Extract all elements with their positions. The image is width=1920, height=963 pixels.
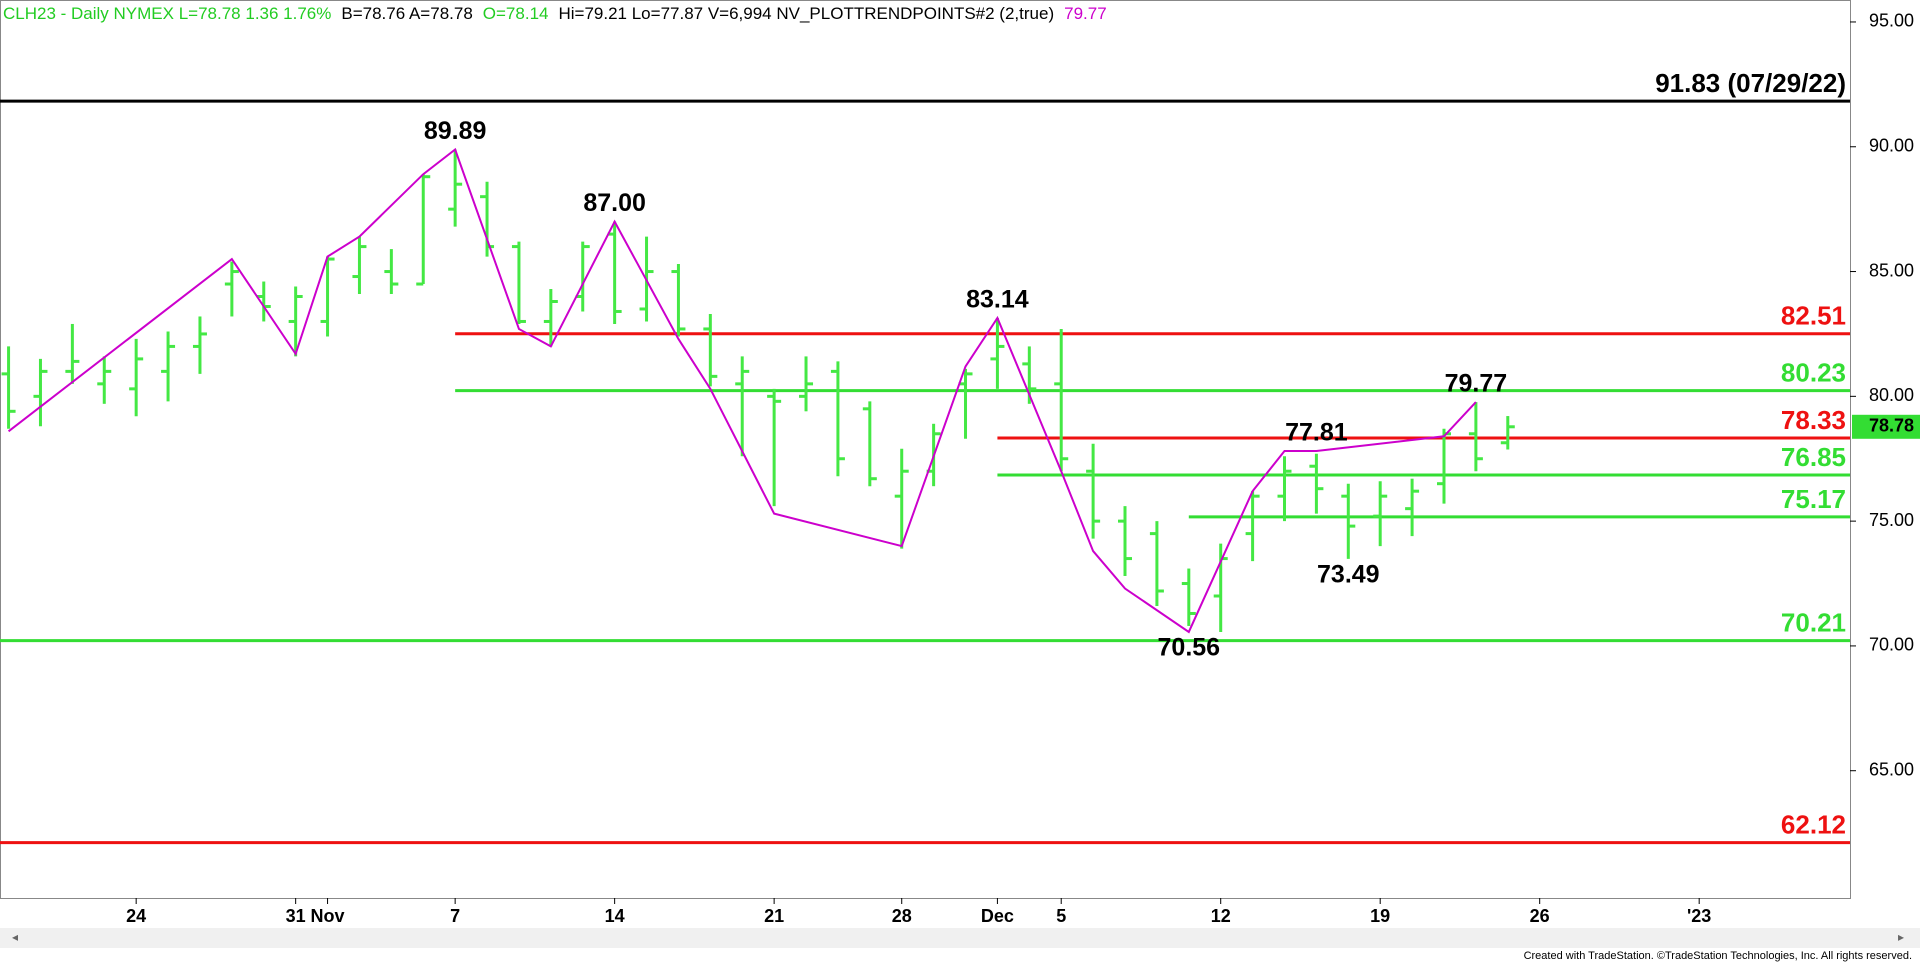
x-tick-label: 31 [286,906,306,926]
x-tick-label: 14 [605,906,625,926]
y-tick-label: 85.00 [1869,260,1914,280]
y-tick-label: 65.00 [1869,759,1914,779]
level-label: 82.51 [1781,301,1846,331]
scroll-left[interactable]: ◂ [12,930,18,944]
trend-line [7,147,1477,634]
x-tick-label: 19 [1370,906,1390,926]
x-tick-label: 28 [892,906,912,926]
x-tick-label: 24 [126,906,146,926]
pivot-label: 79.77 [1445,370,1508,398]
header-part: CLH23 - Daily NYMEX L=78.78 1.36 1.76% [3,4,331,23]
last-price-label: 78.78 [1869,416,1914,436]
pivot-label: 83.14 [966,286,1029,314]
level-label: 62.12 [1781,809,1846,839]
x-tick-label: '23 [1687,906,1711,926]
level-label: 91.83 (07/29/22) [1655,68,1846,98]
header-part: B=78.76 A=78.78 [341,4,472,23]
plot-frame [0,0,1851,899]
pivot-label: 73.49 [1317,560,1380,588]
x-tick-label: Nov [311,906,345,926]
scrollbar[interactable] [0,928,1920,948]
x-tick-label: 21 [764,906,784,926]
header-part: 79.77 [1064,4,1107,23]
last-price-box [1852,414,1920,439]
level-label: 76.85 [1781,442,1846,472]
x-tick-label: 7 [450,906,460,926]
y-tick-label: 95.00 [1869,11,1914,31]
header: CLH23 - Daily NYMEX L=78.78 1.36 1.76% B=… [3,4,1107,23]
pivot-label: 89.89 [424,117,487,145]
level-label: 78.33 [1781,405,1846,435]
pivot-label: 77.81 [1285,419,1348,447]
pivot-label: 87.00 [583,189,646,217]
level-label: 80.23 [1781,357,1846,387]
y-tick-label: 75.00 [1869,510,1914,530]
header-part: O=78.14 [483,4,549,23]
x-tick-label: 26 [1530,906,1550,926]
y-tick-label: 80.00 [1869,385,1914,405]
x-tick-label: Dec [981,906,1014,926]
scroll-right[interactable]: ▸ [1898,930,1904,944]
level-label: 70.21 [1781,608,1846,638]
x-tick-label: 12 [1211,906,1231,926]
header-part: Hi=79.21 Lo=77.87 V=6,994 NV_PLOTTRENDPO… [558,4,1054,23]
y-tick-label: 90.00 [1869,136,1914,156]
pivot-label: 70.56 [1158,634,1221,662]
level-label: 75.17 [1781,484,1846,514]
y-tick-label: 70.00 [1869,635,1914,655]
footer: Created with TradeStation. ©TradeStation… [1524,950,1912,962]
x-tick-label: 5 [1056,906,1066,926]
